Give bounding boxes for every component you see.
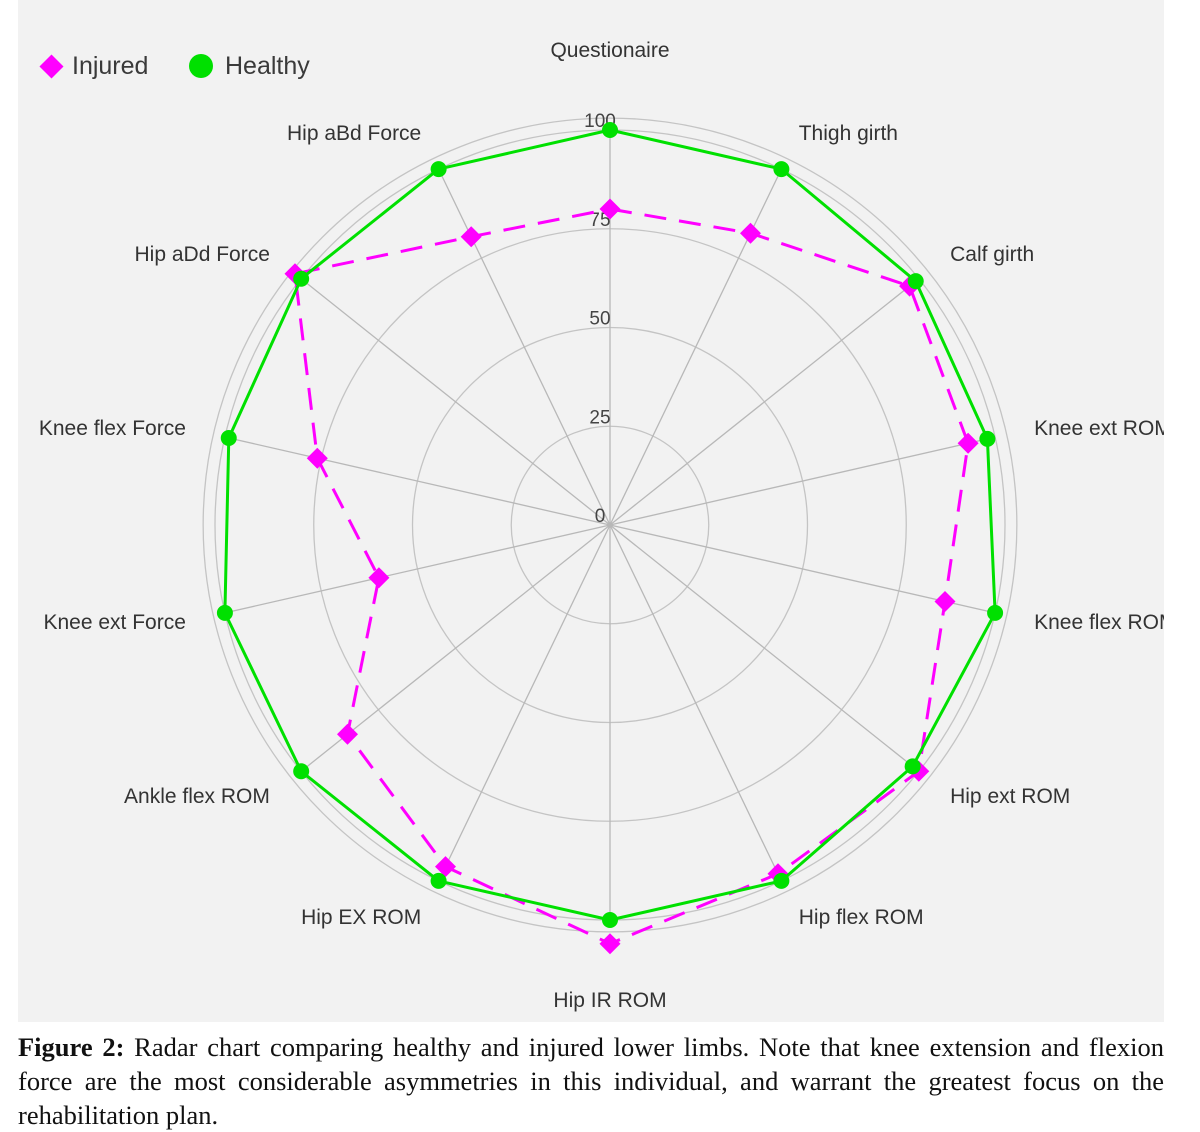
axis-label: Knee flex Force	[39, 417, 186, 440]
grid-ring-outer	[202, 117, 1018, 933]
axis-label: Knee ext Force	[44, 611, 186, 634]
data-point-healthy	[907, 273, 924, 290]
axis-label: Hip EX ROM	[301, 906, 421, 929]
grid-spoke	[438, 524, 611, 882]
data-point-healthy	[216, 604, 233, 621]
data-point-injured	[306, 447, 328, 469]
data-point-injured	[599, 933, 621, 955]
radial-tick-label: 50	[589, 309, 610, 330]
grid-spoke	[609, 278, 920, 526]
data-point-healthy	[602, 122, 618, 138]
series-layer	[216, 122, 1004, 955]
data-point-healthy	[430, 161, 447, 178]
data-point-healthy	[773, 161, 790, 178]
axis-label: Hip IR ROM	[553, 989, 666, 1012]
axis-labels: Questionaire Thigh girth Calf girth Knee ex…	[39, 39, 1164, 1012]
axis-label: Thigh girth	[799, 122, 898, 145]
data-point-healthy	[430, 872, 447, 889]
axis-label: Knee flex ROM	[1034, 611, 1164, 634]
axis-label: Ankle flex ROM	[124, 785, 270, 808]
axis-label: Knee ext ROM	[1034, 417, 1164, 440]
axis-label: Hip ext ROM	[950, 785, 1070, 808]
grid-spoke	[224, 436, 611, 526]
data-point-healthy	[602, 912, 618, 928]
axis-label: Questionaire	[550, 39, 669, 62]
series-injured	[284, 198, 979, 955]
data-point-injured	[599, 198, 621, 220]
grid-spoke	[224, 524, 611, 614]
chart-panel: 0 25 50 75 100 Questionaire Thigh girth Calf g…	[18, 0, 1164, 1022]
data-point-healthy	[293, 270, 310, 287]
data-point-healthy	[987, 604, 1004, 621]
data-point-injured	[957, 432, 979, 454]
axis-label: Hip aDd Force	[135, 243, 270, 266]
data-point-injured	[435, 856, 456, 878]
axis-label: Hip flex ROM	[799, 906, 924, 929]
series-healthy	[216, 122, 1004, 928]
figure-caption: Figure 2: Radar chart comparing healthy …	[18, 1030, 1164, 1132]
data-point-injured	[460, 226, 482, 248]
legend-item-healthy: Healthy	[189, 50, 310, 82]
data-point-healthy	[220, 429, 237, 446]
data-point-healthy	[979, 430, 996, 447]
radar-grid	[202, 117, 1018, 933]
radial-tick-label: 25	[589, 407, 610, 428]
grid-spoke	[609, 524, 782, 882]
grid-spoke	[609, 524, 996, 614]
data-point-injured	[934, 591, 956, 612]
grid-spoke	[300, 278, 611, 526]
data-point-healthy	[293, 763, 310, 780]
data-point-healthy	[904, 758, 921, 775]
radial-tick-label: 0	[595, 506, 606, 527]
axis-label: Calf girth	[950, 243, 1034, 266]
grid-spoke	[438, 168, 611, 526]
legend-label-injured: Injured	[72, 51, 149, 80]
legend-item-injured: Injured	[39, 50, 149, 82]
data-point-healthy	[773, 872, 790, 889]
grid-spoke	[609, 524, 920, 772]
axis-label: Hip aBd Force	[287, 122, 421, 145]
radial-tick-label: 75	[589, 210, 610, 231]
legend-label-healthy: Healthy	[225, 51, 310, 80]
caption-text: Radar chart comparing healthy and injure…	[18, 1032, 1164, 1130]
caption-label: Figure 2:	[18, 1032, 125, 1062]
data-point-injured	[337, 723, 358, 745]
data-point-injured	[740, 222, 761, 244]
grid-spoke	[609, 436, 996, 526]
healthy-marker-icon	[189, 54, 213, 78]
injured-marker-icon	[39, 53, 64, 79]
data-point-injured	[368, 567, 390, 589]
